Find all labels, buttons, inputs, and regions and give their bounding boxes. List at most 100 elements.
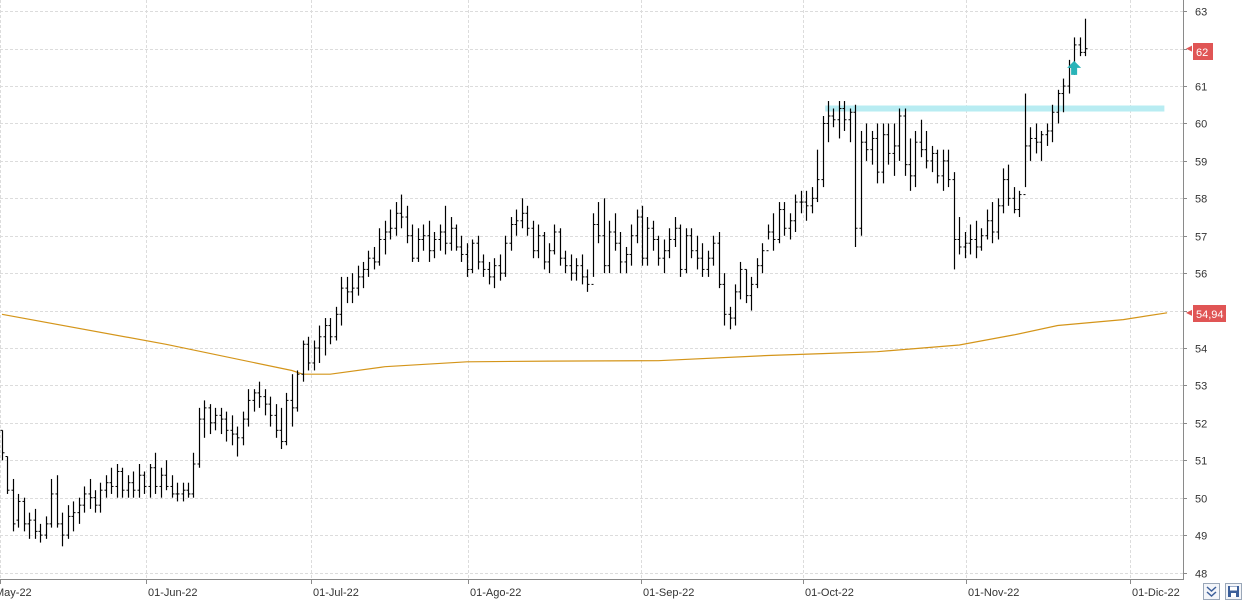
x-tick-label: 01-Jul-22 bbox=[313, 587, 359, 599]
ohlc-bar bbox=[279, 407, 284, 450]
ohlc-bar bbox=[170, 475, 175, 498]
ohlc-bar bbox=[38, 523, 43, 543]
ohlc-bar bbox=[481, 254, 486, 277]
ohlc-bar bbox=[821, 116, 826, 188]
ohlc-bar bbox=[77, 497, 82, 524]
ohlc-bar bbox=[591, 213, 596, 285]
ohlc-bar bbox=[465, 243, 470, 277]
ohlc-bar bbox=[1034, 123, 1039, 154]
moving-average-tag-bg bbox=[1193, 305, 1226, 322]
ohlc-bar bbox=[1078, 37, 1083, 57]
ohlc-bar bbox=[514, 209, 519, 236]
ohlc-bar bbox=[503, 235, 508, 277]
last-price-tag-bg bbox=[1193, 43, 1213, 60]
ohlc-bar bbox=[1023, 93, 1028, 196]
ohlc-bar bbox=[142, 471, 147, 494]
ohlc-bar bbox=[1001, 168, 1006, 214]
ohlc-bar bbox=[509, 217, 514, 251]
ohlc-bar bbox=[323, 318, 328, 356]
ohlc-bar bbox=[815, 149, 820, 203]
y-tick-label: 59 bbox=[1195, 157, 1207, 169]
resistance-band bbox=[825, 105, 1165, 112]
ohlc-bar bbox=[5, 456, 10, 494]
ohlc-bar bbox=[60, 512, 65, 547]
ohlc-bar bbox=[963, 232, 968, 259]
ohlc-bar bbox=[164, 460, 169, 491]
ohlc-bar bbox=[191, 452, 196, 498]
ohlc-bar bbox=[848, 108, 853, 143]
ohlc-bar bbox=[1012, 187, 1017, 214]
ohlc-bar bbox=[361, 261, 366, 289]
ohlc-bar bbox=[301, 340, 306, 382]
ohlc-bar bbox=[903, 108, 908, 176]
ohlc-bar bbox=[1083, 18, 1088, 57]
ohlc-bar bbox=[749, 276, 754, 311]
ohlc-bar bbox=[235, 426, 240, 457]
x-tick-label: 01-Dic-22 bbox=[1132, 587, 1180, 599]
ohlc-bar bbox=[334, 306, 339, 341]
x-axis-ticks: May-22 01-Jun-22 01-Jul-22 01-Ago-22 01-Sep-… bbox=[0, 580, 1180, 599]
ohlc-bar bbox=[394, 202, 399, 236]
ohlc-bars bbox=[0, 18, 1088, 547]
ohlc-bar bbox=[27, 512, 32, 539]
ohlc-bar bbox=[383, 220, 388, 255]
ohlc-bar bbox=[263, 389, 268, 416]
ohlc-bar bbox=[290, 374, 295, 427]
save-button[interactable] bbox=[1225, 583, 1242, 600]
ohlc-bar bbox=[1056, 89, 1061, 124]
ohlc-bar bbox=[230, 415, 235, 446]
ohlc-bar bbox=[985, 209, 990, 240]
ohlc-bar bbox=[722, 273, 727, 326]
ohlc-bar bbox=[470, 239, 475, 274]
ohlc-bar bbox=[126, 475, 131, 498]
ohlc-bar bbox=[531, 220, 536, 259]
ohlc-bar bbox=[881, 123, 886, 184]
x-tick-label: 01-Jun-22 bbox=[148, 587, 198, 599]
ohlc-bar bbox=[585, 269, 590, 292]
ohlc-bar bbox=[55, 475, 60, 528]
collapse-button[interactable] bbox=[1203, 583, 1220, 600]
ohlc-bar bbox=[274, 404, 279, 438]
ohlc-bar bbox=[542, 232, 547, 270]
ohlc-bar bbox=[892, 123, 897, 176]
ohlc-bar bbox=[618, 232, 623, 274]
ohlc-bar bbox=[104, 475, 109, 498]
ohlc-bar bbox=[968, 224, 973, 255]
ohlc-bar bbox=[717, 232, 722, 289]
ohlc-bar bbox=[602, 198, 607, 274]
resistance-band-rect bbox=[825, 105, 1165, 112]
x-tick-label: May-22 bbox=[0, 587, 32, 599]
ohlc-bar bbox=[98, 482, 103, 513]
y-tick-label: 61 bbox=[1195, 82, 1207, 94]
last-price-tag: 62 bbox=[1196, 47, 1208, 59]
ohlc-bar bbox=[771, 213, 776, 251]
y-tick-label: 53 bbox=[1195, 381, 1207, 393]
ohlc-bar bbox=[886, 123, 891, 165]
ohlc-bar bbox=[181, 482, 186, 502]
moving-average-pointer bbox=[1186, 309, 1192, 316]
ohlc-bar bbox=[459, 235, 464, 262]
ohlc-bar bbox=[16, 493, 21, 528]
ohlc-bar bbox=[438, 224, 443, 251]
ohlc-bar bbox=[996, 198, 1001, 240]
ohlc-bar bbox=[689, 228, 694, 259]
x-tick-label: 01-Nov-22 bbox=[968, 587, 1019, 599]
ohlc-bar bbox=[525, 205, 530, 236]
ohlc-bar bbox=[241, 411, 246, 446]
ohlc-bar bbox=[246, 389, 251, 427]
ohlc-bar bbox=[859, 130, 864, 236]
ohlc-bar bbox=[339, 276, 344, 326]
ohlc-bar bbox=[635, 209, 640, 244]
ohlc-bar bbox=[93, 490, 98, 513]
ohlc-bar bbox=[826, 101, 831, 143]
ohlc-bar bbox=[662, 239, 667, 274]
ohlc-bar bbox=[913, 130, 918, 188]
ohlc-bar bbox=[498, 254, 503, 281]
ohlc-bar bbox=[1017, 190, 1022, 218]
ohlc-bar bbox=[640, 205, 645, 266]
axes bbox=[0, 0, 1184, 580]
ohlc-bar bbox=[44, 516, 49, 539]
moving-average-line bbox=[1, 312, 1168, 375]
ohlc-bar bbox=[1061, 78, 1066, 113]
